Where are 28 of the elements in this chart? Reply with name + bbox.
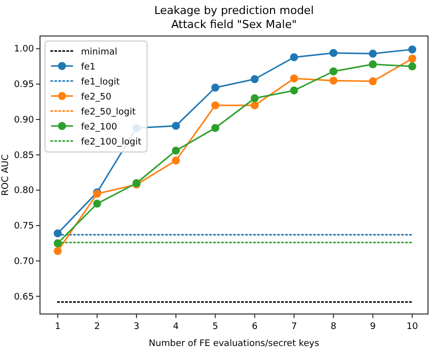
y-axis-title: ROC AUC (1, 154, 11, 196)
y-tick-label: 0.70 (14, 256, 34, 267)
x-tick-label: 10 (406, 322, 418, 332)
x-axis-title: Number of FE evaluations/secret keys (148, 339, 320, 349)
y-tick-label: 0.80 (14, 186, 34, 196)
x-tick-label: 4 (173, 322, 180, 332)
x-tick-label: 8 (330, 322, 337, 332)
legend-label: fe2_50 (81, 92, 112, 102)
legend-label: fe2_50_logit (81, 108, 136, 118)
y-tick-label: 0.75 (14, 222, 34, 232)
y-tick-label: 0.95 (14, 80, 34, 90)
y-tick-label: 1.00 (14, 44, 34, 55)
x-tick-label: 1 (54, 322, 61, 332)
legend-label: fe2_100 (81, 122, 118, 132)
y-tick-label: 0.90 (14, 115, 34, 126)
x-tick-label: 6 (252, 322, 258, 332)
legend-label: minimal (81, 48, 118, 58)
y-tick-label: 0.85 (14, 150, 34, 161)
legend-label: fe1 (81, 62, 96, 72)
legend-label: fe1_logit (81, 78, 120, 88)
y-tick-label: 0.65 (14, 292, 34, 302)
x-tick-label: 2 (94, 322, 100, 332)
x-tick-label: 7 (291, 322, 297, 332)
x-tick-label: 9 (370, 322, 376, 332)
x-tick-label: 5 (212, 322, 218, 332)
chart-title: Leakage by prediction model Attack field "Sex Male" (154, 4, 314, 31)
x-tick-label: 3 (134, 322, 140, 332)
legend-label: fe2_100_logit (81, 138, 142, 148)
